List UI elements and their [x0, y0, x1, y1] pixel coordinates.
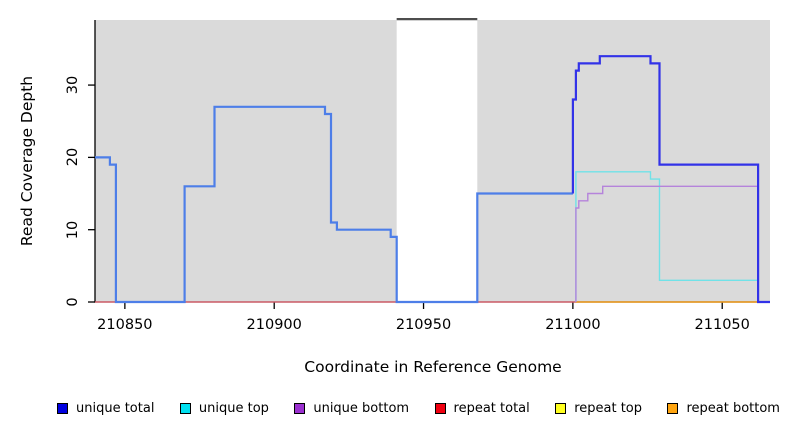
legend-label: unique bottom [313, 400, 410, 416]
series-unique-total-right [571, 55, 770, 304]
no-data-gap-top-border [396, 18, 478, 21]
legend: unique total unique top unique bottom repea… [57, 399, 780, 417]
legend-swatch-icon [57, 402, 68, 414]
x-axis-title: Coordinate in Reference Genome [304, 358, 562, 376]
x-tick-label: 210900 [246, 317, 302, 333]
legend-label: repeat total [453, 400, 530, 416]
legend-label: repeat bottom [686, 400, 780, 416]
legend-item-repeat-top: repeat top [555, 401, 642, 416]
legend-item-unique-total: unique total [57, 401, 154, 416]
y-tick-label: 0 [65, 297, 81, 307]
legend-swatch-icon [179, 402, 191, 414]
legend-label: unique total [76, 400, 155, 416]
legend-item-unique-top: unique top [179, 400, 269, 416]
legend-label: repeat top [574, 400, 642, 416]
legend-item-repeat-bottom: repeat bottom [667, 401, 780, 416]
legend-item-unique-bottom: unique bottom [294, 401, 409, 416]
x-tick-label: 211000 [545, 317, 601, 333]
legend-swatch-icon [667, 402, 679, 414]
series-unique-total-left [95, 105, 573, 304]
y-axis-title: Read Coverage Depth [18, 75, 36, 247]
legend-swatch-icon [555, 402, 567, 414]
x-tick-label: 211050 [694, 317, 750, 333]
legend-item-repeat-total: repeat total [434, 400, 530, 416]
y-tick-label: 10 [65, 220, 81, 239]
y-tick-label: 30 [65, 75, 81, 95]
no-data-gap [396, 20, 478, 302]
legend-label: unique top [198, 400, 269, 416]
x-tick-label: 210850 [97, 317, 153, 333]
y-tick-label: 20 [65, 148, 81, 167]
x-tick-label: 210950 [395, 317, 452, 333]
legend-swatch-icon [434, 402, 446, 414]
legend-swatch-icon [294, 402, 306, 414]
